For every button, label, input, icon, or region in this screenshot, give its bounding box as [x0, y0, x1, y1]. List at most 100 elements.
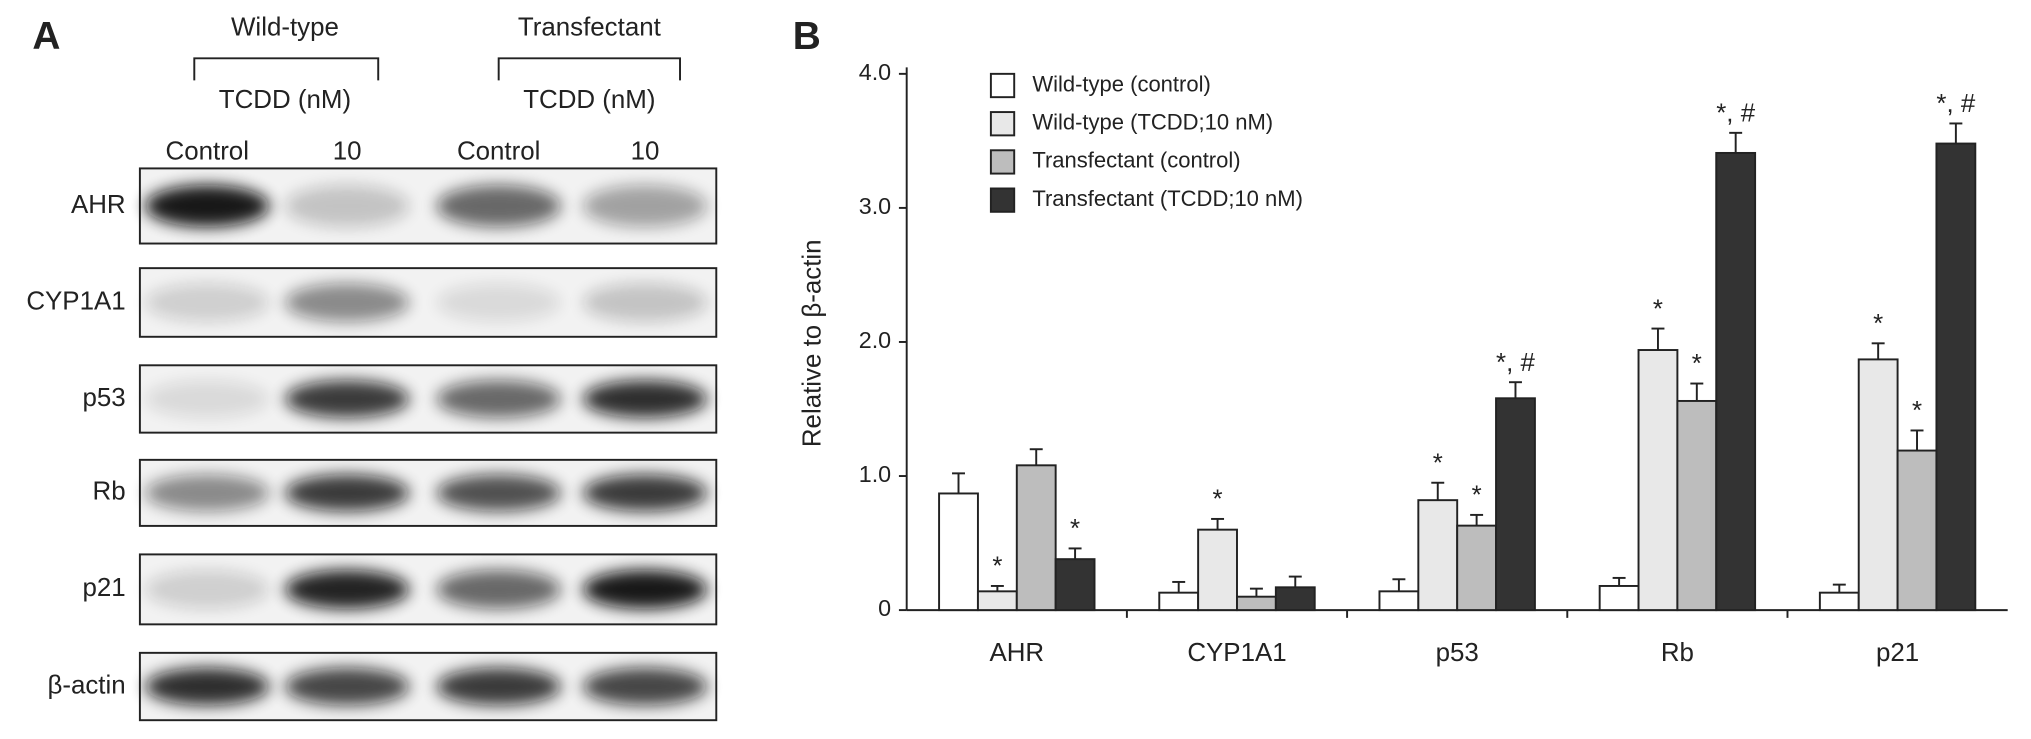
blot-band [436, 380, 561, 418]
bar [1158, 591, 1200, 612]
blot-frame [138, 651, 718, 722]
legend-label: Transfectant (TCDD;10 nM) [1032, 186, 1303, 211]
significance-marker: * [1433, 449, 1443, 477]
blot-frame [138, 267, 718, 338]
blot-band [582, 569, 708, 609]
panel-label: A [32, 15, 60, 58]
y-tick-label: 3.0 [859, 193, 891, 219]
blot-band [436, 184, 561, 228]
significance-marker: *, # [1936, 90, 1975, 118]
blot-band [284, 184, 410, 228]
lane-label: 10 [631, 138, 660, 166]
row-label: AHR [71, 191, 126, 219]
blot-band [582, 184, 708, 228]
blot-band [436, 569, 561, 609]
bar [1274, 586, 1316, 612]
bar [1495, 397, 1536, 612]
blot-band [436, 667, 561, 706]
significance-marker: * [992, 553, 1002, 581]
treatment-label: TCDD (nM) [523, 86, 655, 114]
blot-band [145, 283, 270, 322]
y-tick-label: 4.0 [859, 59, 891, 85]
treatment-label: TCDD (nM) [219, 86, 351, 114]
significance-marker: * [1873, 310, 1883, 338]
bar [1637, 349, 1679, 612]
lane-label: Control [166, 138, 249, 166]
legend-swatch [989, 187, 1016, 213]
lane-label: Control [457, 138, 540, 166]
row-label: CYP1A1 [26, 287, 125, 315]
bar [1015, 464, 1057, 612]
y-axis-label: Relative to β-actin [798, 239, 826, 447]
blot-band [582, 667, 708, 706]
group-label: Transfectant [518, 13, 661, 41]
y-tick-label: 2.0 [859, 327, 891, 353]
bar [1857, 358, 1899, 612]
bracket [193, 57, 380, 81]
blot-band [284, 474, 410, 512]
blot-band [145, 667, 270, 706]
blot-band [582, 380, 708, 418]
blot-panel: Control 10 Control 10 AHR CYP1A1 p53 Rb p21 β-act… [26, 138, 718, 722]
y-tick-label: 1.0 [859, 461, 891, 487]
legend-swatch [989, 111, 1016, 137]
lane-label: 10 [333, 138, 362, 166]
bar [1456, 524, 1498, 612]
blot-band [145, 474, 270, 512]
bar [938, 492, 979, 612]
bar [1236, 595, 1277, 612]
blot-band [284, 283, 410, 322]
blot-band [145, 569, 270, 609]
x-tick-label: p21 [1876, 639, 1919, 667]
significance-marker: * [1213, 486, 1223, 514]
bar [976, 590, 1018, 612]
x-tick-label: AHR [989, 639, 1044, 667]
blot-frame [138, 553, 718, 626]
panel-label: B [793, 15, 821, 58]
blot-frame [138, 167, 718, 245]
blot-band [284, 569, 410, 609]
bar-chart: B Relative to β-actin 0 1.0 2.0 3.0 4.0 AHR CYP1… [793, 15, 2008, 667]
bar [1676, 399, 1718, 612]
significance-marker: *, # [1716, 100, 1755, 128]
bar [1054, 558, 1096, 612]
significance-marker: *, # [1496, 349, 1535, 377]
blot-band [284, 667, 410, 706]
x-tick-label: p53 [1436, 639, 1479, 667]
x-tick-label: Rb [1661, 639, 1694, 667]
bar [1417, 499, 1459, 612]
bar [1818, 591, 1860, 612]
bar [1935, 142, 1977, 612]
legend-swatch [989, 72, 1016, 99]
bar [1896, 449, 1938, 612]
blot-band [582, 283, 708, 322]
significance-marker: * [1653, 295, 1663, 323]
blot-band [145, 184, 270, 228]
row-label: β-actin [47, 671, 125, 699]
legend-swatch [989, 149, 1016, 175]
blot-band [436, 474, 561, 512]
row-label: p21 [82, 574, 125, 602]
significance-marker: * [1692, 350, 1702, 378]
legend-label: Wild-type (control) [1032, 71, 1210, 96]
bar [1715, 151, 1757, 612]
row-label: p53 [82, 384, 125, 412]
blot-band [145, 380, 270, 418]
blot-band [582, 474, 708, 512]
blot-frame [138, 458, 718, 527]
significance-marker: * [1912, 397, 1922, 425]
legend-label: Wild-type (TCDD;10 nM) [1032, 110, 1273, 135]
row-label: Rb [93, 478, 126, 506]
blot-band [284, 380, 410, 418]
legend-label: Transfectant (control) [1032, 148, 1240, 173]
bar [1598, 584, 1640, 612]
significance-marker: * [1472, 482, 1482, 510]
y-tick-label: 0 [878, 595, 891, 621]
significance-marker: * [1070, 515, 1080, 543]
group-label: Wild-type [231, 13, 339, 41]
blot-band [436, 283, 561, 322]
bar [1197, 528, 1238, 612]
bracket [497, 57, 681, 81]
